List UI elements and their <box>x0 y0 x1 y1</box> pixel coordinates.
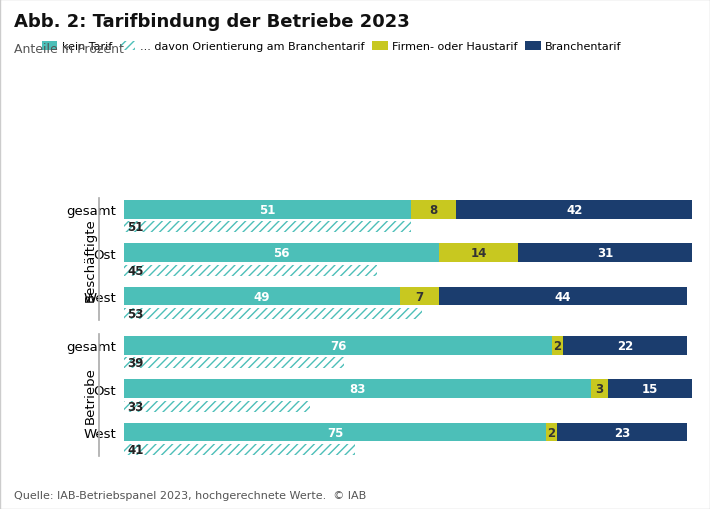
Text: 7: 7 <box>415 290 424 303</box>
Bar <box>439 244 518 263</box>
Text: 53: 53 <box>127 307 143 320</box>
Text: Anteile in Prozent: Anteile in Prozent <box>14 43 124 56</box>
Bar <box>124 244 439 263</box>
Text: 83: 83 <box>349 382 366 395</box>
Text: Betriebe: Betriebe <box>84 367 97 423</box>
Bar <box>124 287 400 306</box>
Text: 33: 33 <box>127 400 143 413</box>
Text: 75: 75 <box>327 426 344 439</box>
Bar <box>124 222 411 233</box>
Text: 56: 56 <box>273 247 290 260</box>
Bar <box>546 423 557 441</box>
Text: 3: 3 <box>596 382 604 395</box>
Bar <box>124 444 355 455</box>
Bar <box>124 336 552 355</box>
Text: 23: 23 <box>614 426 630 439</box>
Bar <box>124 201 411 219</box>
Text: 14: 14 <box>470 247 487 260</box>
Text: 8: 8 <box>430 204 437 216</box>
Bar <box>439 287 687 306</box>
Text: Beschäftigte: Beschäftigte <box>84 218 97 301</box>
Text: 51: 51 <box>127 221 143 234</box>
Text: 31: 31 <box>597 247 613 260</box>
Text: 39: 39 <box>127 357 143 370</box>
Bar <box>411 201 456 219</box>
Text: 22: 22 <box>617 340 633 352</box>
Bar <box>456 201 692 219</box>
Bar <box>518 244 692 263</box>
Text: 49: 49 <box>253 290 271 303</box>
Text: 2: 2 <box>547 426 556 439</box>
Bar <box>124 380 591 398</box>
Text: 76: 76 <box>329 340 346 352</box>
Text: Quelle: IAB-Betriebspanel 2023, hochgerechnete Werte.  © IAB: Quelle: IAB-Betriebspanel 2023, hochgere… <box>14 490 366 500</box>
Bar <box>557 423 687 441</box>
Bar <box>400 287 439 306</box>
Text: 51: 51 <box>259 204 276 216</box>
Bar <box>124 357 344 369</box>
Legend: kein Tarif, ... davon Orientierung am Branchentarif, Firmen- oder Haustarif, Bra: kein Tarif, ... davon Orientierung am Br… <box>42 41 622 52</box>
Bar <box>124 401 310 412</box>
Bar <box>608 380 692 398</box>
Text: 45: 45 <box>127 264 143 277</box>
Text: 44: 44 <box>555 290 571 303</box>
Bar <box>552 336 563 355</box>
Text: Abb. 2: Tarifbindung der Betriebe 2023: Abb. 2: Tarifbindung der Betriebe 2023 <box>14 13 410 31</box>
Bar <box>563 336 687 355</box>
Bar <box>591 380 608 398</box>
Text: 41: 41 <box>127 443 143 456</box>
Text: 15: 15 <box>642 382 658 395</box>
Text: 2: 2 <box>553 340 562 352</box>
Bar <box>124 308 422 319</box>
Bar <box>124 265 377 276</box>
Bar <box>124 423 546 441</box>
Text: 42: 42 <box>566 204 582 216</box>
